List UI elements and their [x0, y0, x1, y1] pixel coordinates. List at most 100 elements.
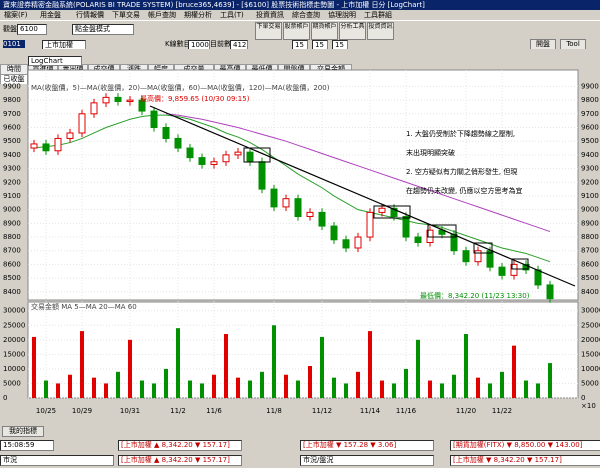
candle-body — [258, 161, 266, 190]
toolbar-button[interactable]: 下單交易 — [255, 22, 282, 40]
y-tick-label: 9500 — [3, 137, 21, 145]
volume-bar — [248, 380, 252, 398]
toolbar-button[interactable]: 分析工具 — [339, 22, 366, 40]
menu-item[interactable]: 下單交易 — [112, 11, 140, 19]
volume-bar — [176, 328, 180, 398]
mode-field[interactable]: 點金盤模式 — [72, 24, 134, 35]
indicator-tab[interactable]: 我的指標 — [2, 426, 44, 437]
volume-unit: ×10 — [581, 402, 596, 410]
menu-item[interactable]: 帳戶查詢 — [148, 11, 176, 19]
menu-item[interactable]: 用金盤 — [40, 11, 61, 19]
y-tick-label: 8800 — [3, 233, 21, 241]
candle-body — [30, 143, 38, 149]
candle-body — [546, 284, 554, 300]
toolbar-button[interactable]: 開盤 — [530, 39, 556, 49]
period-field[interactable]: 15 — [332, 40, 348, 49]
highlight-box — [243, 147, 271, 163]
kbars-field[interactable]: 1000 — [188, 40, 210, 49]
y-tick-label: 8600 — [581, 260, 599, 268]
volume-bar — [380, 380, 384, 398]
volume-bar — [188, 380, 192, 398]
candle-body — [294, 198, 302, 217]
candle-body — [414, 236, 422, 243]
candle-body — [42, 143, 50, 152]
y-tick-label: 9900 — [3, 82, 21, 90]
highlight-box — [511, 258, 529, 270]
volume-bar — [332, 377, 336, 398]
volume-bar — [284, 374, 288, 398]
candle-body — [402, 215, 410, 238]
x-tick-label: 11/16 — [396, 407, 417, 415]
note-line: 1. 大盤仍受制於下降趨勢線之壓制, — [406, 129, 515, 138]
status-field: 市況 — [0, 455, 114, 466]
candle-body — [222, 154, 230, 163]
volume-bar — [200, 383, 204, 398]
volume-bar — [428, 380, 432, 398]
symbol-name[interactable]: 上市加權 — [42, 40, 86, 49]
menu-item[interactable]: 期權分析 — [184, 11, 212, 19]
y-tick-label: 8800 — [581, 233, 599, 241]
status-bar: 15:08:59 [上市加權 ▲ 8,342.20 ▼ 157.17] [上市加權 … — [0, 438, 600, 468]
volume-bar — [368, 331, 372, 398]
y-tick-label: 9300 — [3, 165, 21, 173]
volume-bar — [104, 383, 108, 398]
x-tick-label: 10/29 — [72, 407, 92, 415]
menu-item[interactable]: 工具(T) — [220, 11, 244, 19]
status-field: [上市加權 ▲ 8,342.20 ▼ 157.17] — [118, 455, 242, 466]
candle-body — [246, 151, 254, 163]
volume-bar — [68, 374, 72, 398]
toolbar-button[interactable]: 股票帳戶 — [283, 22, 310, 40]
menu-item[interactable]: 檔案(F) — [4, 11, 28, 19]
toolbar-button[interactable]: 期貨帳戶 — [311, 22, 338, 40]
y-tick-label: 10000 — [581, 365, 600, 373]
volume-bar — [140, 380, 144, 398]
x-tick-label: 10/25 — [36, 407, 56, 415]
volume-bar — [128, 339, 132, 398]
period-field[interactable]: 15 — [292, 40, 308, 49]
volume-bar — [236, 377, 240, 398]
toolbar-button[interactable]: 投資資訊 — [367, 22, 394, 40]
note-line: 末出現明顯突破 — [406, 148, 455, 157]
menu-item[interactable]: 投資資訊 — [256, 11, 284, 19]
volume-bar — [404, 368, 408, 398]
volume-bar — [488, 383, 492, 398]
y-tick-label: 0 — [3, 394, 7, 402]
view-label: 觀盤 — [3, 25, 17, 33]
candle-body — [366, 211, 374, 238]
moving-average — [165, 113, 551, 233]
candle-body — [426, 229, 434, 244]
menu-item[interactable]: 協理說明 — [328, 11, 356, 19]
y-tick-label: 9600 — [3, 124, 21, 132]
candle-body — [306, 211, 314, 217]
y-tick-label: 5000 — [3, 379, 21, 387]
y-tick-label: 9400 — [581, 151, 599, 159]
menu-item[interactable]: 工具群組 — [364, 11, 392, 19]
note-line: 2. 空方疑似有力關之俏形發生, 但現 — [406, 167, 517, 176]
y-tick-label: 8500 — [581, 274, 599, 282]
window-title: 寶來證券精密金融系統(POLARIS BI TRADE SYSTEM) [bru… — [0, 0, 600, 10]
y-tick-label: 30000 — [581, 307, 600, 315]
candle-body — [390, 207, 398, 217]
status-field: [上市加權 ▲ 8,342.20 ▼ 157.17] — [118, 440, 242, 451]
price-pane — [27, 69, 579, 301]
period-field[interactable]: 15 — [312, 40, 328, 49]
menu-item[interactable]: 綜合查詢 — [292, 11, 320, 19]
y-tick-label: 30000 — [3, 307, 25, 315]
x-tick-label: 11/22 — [492, 407, 512, 415]
menu-item[interactable]: 行情報價 — [76, 11, 104, 19]
volume-bar — [44, 380, 48, 398]
y-tick-label: 0 — [581, 394, 585, 402]
code-field[interactable]: 6100 — [17, 24, 47, 35]
candle-body — [474, 250, 482, 263]
y-tick-label: 8600 — [3, 260, 21, 268]
toolbar-button[interactable]: Tool — [560, 39, 586, 49]
candle-body — [498, 266, 506, 276]
y-tick-label: 8400 — [581, 288, 599, 296]
y-tick-label: 5000 — [581, 379, 599, 387]
candle-body — [198, 157, 206, 165]
candle-body — [486, 250, 494, 268]
y-tick-label: 9700 — [581, 110, 599, 118]
chart-tab[interactable]: LogChart — [28, 56, 82, 66]
current-field[interactable]: 412 — [230, 40, 248, 49]
